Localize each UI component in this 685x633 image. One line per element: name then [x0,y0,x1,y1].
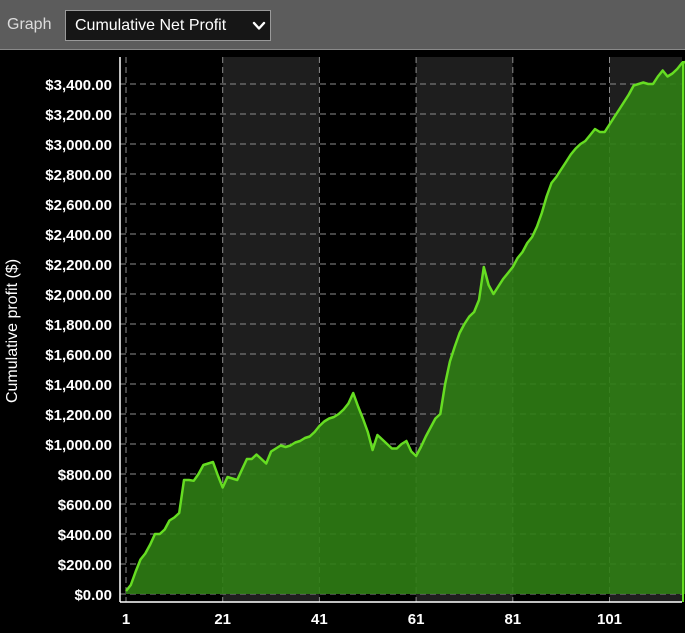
y-tick-label: $2,600.00 [45,197,112,214]
y-tick-label: $400.00 [58,527,112,544]
y-tick-label: $1,200.00 [45,407,112,424]
y-tick-label: $0.00 [74,587,112,604]
chevron-down-icon [252,21,266,30]
y-tick-label: $1,000.00 [45,437,112,454]
chart-area: $0.00 $200.00 $400.00 $600.00 $800.00 $1,000.… [0,51,685,628]
x-tick-label: 1 [122,611,130,628]
x-tick-label: 101 [597,611,622,628]
y-axis-label: Cumulative profit ($) [4,259,21,403]
graph-label: Graph [7,16,52,33]
y-tick-label: $2,400.00 [45,227,112,244]
y-tick-label: $600.00 [58,497,112,514]
profit-line [125,60,685,592]
graph-type-selected-value: Cumulative Net Profit [75,17,227,34]
y-tick-label: $1,800.00 [45,317,112,334]
y-tick-label: $800.00 [58,467,112,484]
cumulative-profit-chart: $0.00 $200.00 $400.00 $600.00 $800.00 $1,000.… [4,57,685,628]
x-tick-label: 21 [214,611,231,628]
y-tick-label: $2,800.00 [45,167,112,184]
y-tick-label: $2,000.00 [45,287,112,304]
y-tick-label: $1,600.00 [45,347,112,364]
y-tick-label: $1,400.00 [45,377,112,394]
profit-area-fill [126,62,685,594]
x-tick-label: 81 [504,611,521,628]
y-tick-label: $3,400.00 [45,77,112,94]
y-tick-label: $3,200.00 [45,107,112,124]
x-tick-label: 61 [408,611,425,628]
y-tick-label: $2,200.00 [45,257,112,274]
toolbar: Graph Cumulative Net Profit [0,0,685,50]
y-tick-label: $200.00 [58,557,112,574]
graph-type-dropdown[interactable]: Cumulative Net Profit [65,10,271,41]
x-tick-label: 41 [311,611,328,628]
y-tick-label: $3,000.00 [45,137,112,154]
